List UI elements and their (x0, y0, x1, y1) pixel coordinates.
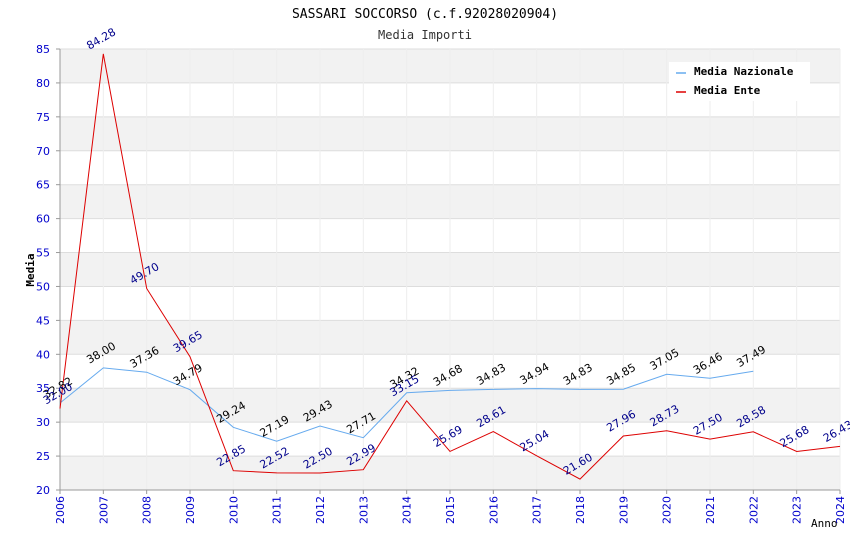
x-tick-label: 2006 (54, 496, 67, 524)
x-tick-label: 2014 (401, 496, 414, 524)
y-tick-label: 25 (36, 450, 50, 463)
legend-box (669, 62, 810, 101)
x-tick-label: 2010 (227, 496, 240, 524)
y-tick-label: 30 (36, 416, 50, 429)
series-line-media-ente (59, 53, 841, 480)
x-tick-label: 2013 (357, 496, 370, 524)
y-tick-label: 20 (36, 484, 50, 497)
x-tick-label: 2023 (791, 496, 804, 524)
y-tick-label: 60 (36, 213, 50, 226)
data-label-ente: 84.28 (84, 25, 118, 52)
series-lines (59, 53, 841, 480)
x-tick-label: 2022 (747, 496, 760, 524)
x-axis-label: Anno (811, 517, 838, 530)
y-tick-label: 45 (36, 314, 50, 327)
x-tick-label: 2015 (444, 496, 457, 524)
y-tick-label: 75 (36, 111, 50, 124)
y-tick-label: 55 (36, 247, 50, 260)
legend-label-ente: Media Ente (694, 84, 761, 97)
x-tick-label: 2020 (661, 496, 674, 524)
y-tick-label: 35 (36, 382, 50, 395)
y-tick-label: 85 (36, 43, 50, 56)
x-tick-label: 2012 (314, 496, 327, 524)
y-axis-label: Media (24, 253, 37, 286)
y-tick-label: 40 (36, 348, 50, 361)
x-tick-label: 2016 (487, 496, 500, 524)
x-tick-label: 2007 (97, 496, 110, 524)
chart-title: SASSARI SOCCORSO (c.f.92028020904) (292, 7, 558, 22)
y-tick-label: 65 (36, 179, 50, 192)
x-tick-label: 2018 (574, 496, 587, 524)
legend-label-nazionale: Media Nazionale (694, 65, 794, 78)
x-ticks: 2006 2007 2008 2009 2010 2011 2012 2013 2014 2015… (54, 490, 847, 524)
x-tick-label: 2024 (834, 496, 847, 524)
x-tick-label: 2009 (184, 496, 197, 524)
x-tick-label: 2008 (141, 496, 154, 524)
x-tick-label: 2011 (271, 496, 284, 524)
y-ticks: 20 25 30 35 40 45 50 55 60 65 70 75 80 85 (36, 43, 60, 497)
series-line-media-nazionale (59, 367, 754, 442)
x-tick-label: 2017 (531, 496, 544, 524)
y-tick-label: 70 (36, 145, 50, 158)
chart-subtitle: Media Importi (378, 28, 472, 42)
x-tick-label: 2019 (617, 496, 630, 524)
y-tick-label: 50 (36, 280, 50, 293)
legend: Media Nazionale Media Ente (669, 62, 810, 101)
y-tick-label: 80 (36, 77, 50, 90)
x-tick-label: 2021 (704, 496, 717, 524)
grid-lines (59, 48, 841, 491)
